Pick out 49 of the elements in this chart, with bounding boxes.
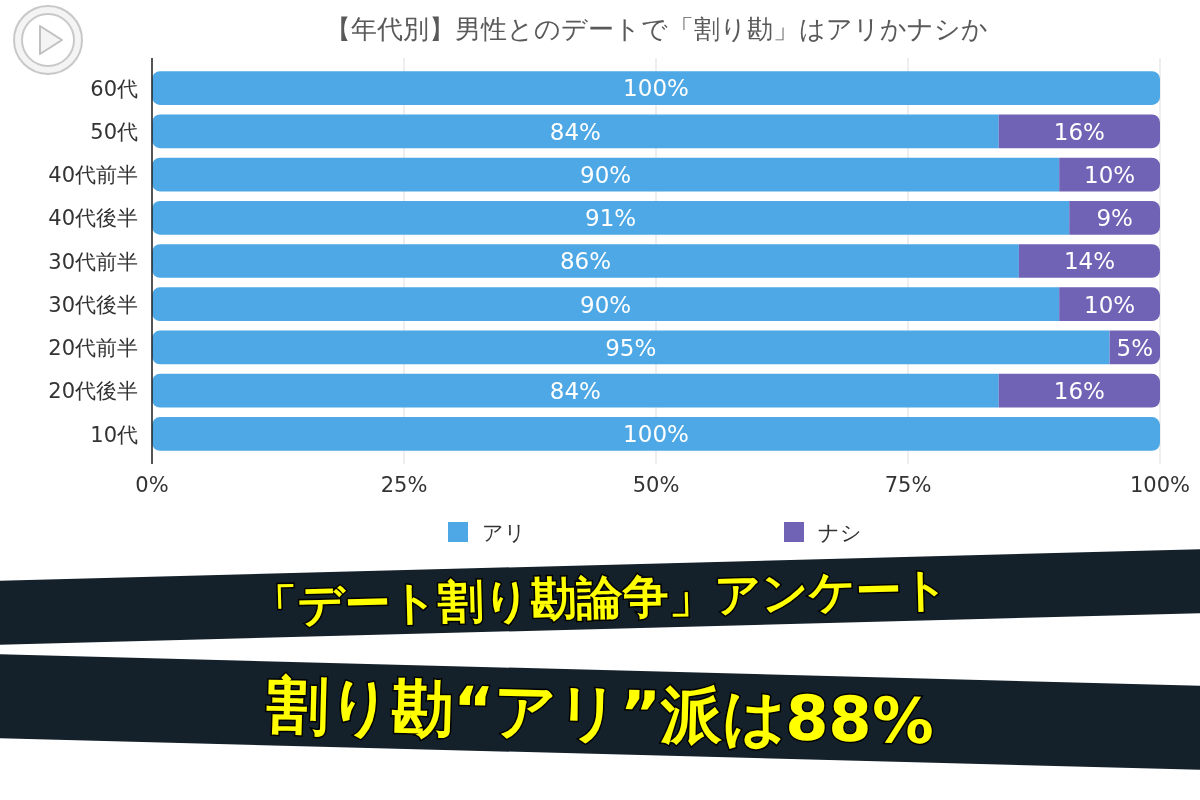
y-tick-label: 50代	[90, 119, 138, 144]
y-tick-label: 40代後半	[48, 206, 138, 231]
data-label: 100%	[623, 75, 689, 102]
data-label: 14%	[1063, 248, 1115, 275]
bar	[998, 373, 1160, 408]
chart-title: 【年代別】男性とのデートで「割り勘」はアリかナシか	[324, 14, 988, 44]
bar	[998, 114, 1160, 149]
y-tick-label: 30代後半	[48, 292, 138, 317]
data-label: 16%	[1053, 118, 1105, 145]
y-tick-label: 60代	[90, 76, 138, 101]
bar	[1059, 287, 1160, 322]
data-label: 9%	[1096, 205, 1133, 232]
bar	[152, 373, 999, 408]
bar	[152, 114, 999, 149]
y-tick-label: 10代	[90, 422, 138, 447]
legend-label: ナシ	[818, 520, 862, 545]
y-tick-label: 30代前半	[48, 249, 138, 274]
bar	[152, 417, 1160, 451]
data-label: 90%	[580, 161, 632, 188]
y-tick-label: 20代後半	[48, 379, 138, 404]
bar	[152, 244, 1019, 278]
data-label: 5%	[1116, 334, 1154, 361]
data-label: 10%	[1084, 291, 1136, 318]
data-label: 86%	[559, 248, 611, 275]
data-label: 91%	[585, 205, 637, 232]
data-label: 90%	[580, 291, 632, 318]
data-label: 84%	[549, 118, 601, 145]
text: 割り勘“アリ”派は88%	[265, 667, 935, 759]
x-tick-label: 100%	[1129, 473, 1191, 497]
bar	[152, 200, 1070, 235]
data-label: 16%	[1053, 377, 1105, 404]
bar	[152, 71, 1160, 105]
legend-label: アリ	[482, 520, 526, 545]
y-tick-label: 20代前半	[48, 336, 138, 361]
x-tick-label: 50%	[632, 473, 680, 497]
bar	[152, 287, 1060, 322]
bar	[152, 330, 1110, 365]
bar	[1069, 200, 1160, 235]
x-tick-label: 25%	[380, 473, 428, 497]
data-label: 95%	[605, 334, 657, 361]
y-tick-label: 40代前半	[48, 163, 138, 188]
x-tick-label: 75%	[884, 473, 932, 497]
x-tick-label: 0%	[135, 473, 169, 497]
data-label: 10%	[1084, 161, 1136, 188]
bar	[1018, 244, 1160, 278]
data-label: 100%	[623, 421, 689, 448]
text: 「デート割り勘論争」アンケート	[250, 561, 950, 634]
data-label: 84%	[549, 377, 601, 404]
bar	[152, 157, 1060, 192]
